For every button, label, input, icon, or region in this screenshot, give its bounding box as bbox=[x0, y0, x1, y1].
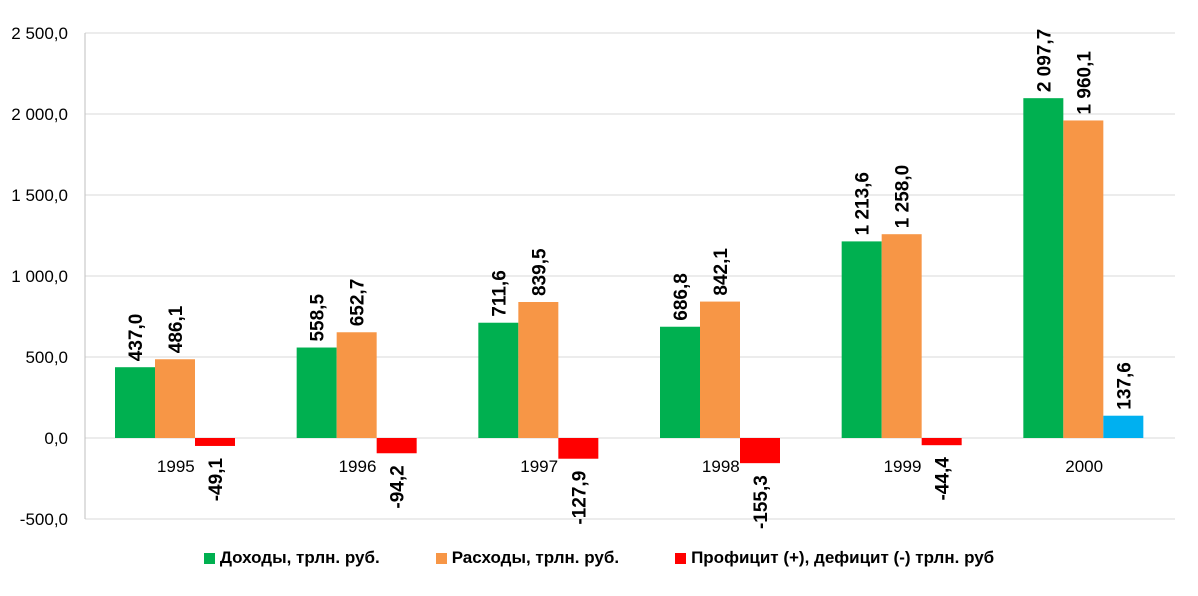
legend-swatch bbox=[675, 552, 687, 564]
bar bbox=[1103, 415, 1144, 438]
data-label: 1 258,0 bbox=[893, 165, 914, 228]
legend-item-expenses: Расходы, трлн. руб. bbox=[435, 548, 620, 568]
bar bbox=[155, 359, 195, 438]
x-tick-label: 2000 bbox=[1065, 457, 1103, 476]
data-label: 137,6 bbox=[1114, 362, 1135, 410]
legend-swatch bbox=[435, 552, 447, 564]
data-label: 686,8 bbox=[671, 273, 692, 321]
bar bbox=[115, 367, 155, 438]
legend-label: Доходы, трлн. руб. bbox=[219, 548, 380, 567]
bar bbox=[478, 322, 519, 438]
y-tick-label: 2 500,0 bbox=[11, 24, 68, 43]
bar bbox=[558, 438, 599, 459]
data-label: 437,0 bbox=[126, 314, 147, 362]
y-tick-label: -500,0 bbox=[20, 510, 68, 529]
bar bbox=[336, 332, 377, 438]
bar bbox=[700, 301, 740, 438]
x-tick-label: 1997 bbox=[520, 457, 558, 476]
bar bbox=[881, 234, 922, 438]
y-tick-label: 0,0 bbox=[44, 429, 68, 448]
legend-label: Расходы, трлн. руб. bbox=[451, 548, 620, 567]
data-label: -49,1 bbox=[206, 458, 227, 502]
legend-item-balance: Профицит (+), дефицит (-) трлн. руб bbox=[675, 548, 994, 568]
bar bbox=[1063, 120, 1104, 438]
data-label: -44,4 bbox=[933, 457, 954, 501]
data-label: -127,9 bbox=[569, 471, 590, 525]
data-label: 839,5 bbox=[529, 248, 550, 296]
bar bbox=[296, 347, 337, 438]
data-label: 486,1 bbox=[166, 305, 187, 353]
data-label: 711,6 bbox=[489, 270, 510, 317]
data-label: 558,5 bbox=[308, 294, 329, 342]
legend: Доходы, трлн. руб. Расходы, трлн. руб. П… bbox=[0, 548, 1198, 568]
data-label: 1 960,1 bbox=[1074, 51, 1095, 115]
legend-swatch bbox=[203, 552, 215, 564]
bar bbox=[376, 438, 417, 454]
legend-item-income: Доходы, трлн. руб. bbox=[203, 548, 380, 568]
y-tick-label: 500,0 bbox=[25, 348, 68, 367]
bar bbox=[841, 241, 882, 438]
data-label: -94,2 bbox=[388, 465, 409, 508]
x-tick-label: 1995 bbox=[157, 457, 195, 476]
bar bbox=[1023, 98, 1064, 438]
bar bbox=[660, 326, 700, 438]
data-label: 842,1 bbox=[711, 248, 732, 296]
data-label: 2 097,7 bbox=[1034, 29, 1055, 92]
bar bbox=[921, 438, 962, 446]
bar bbox=[195, 438, 235, 446]
x-tick-label: 1996 bbox=[339, 457, 377, 476]
y-tick-label: 1 000,0 bbox=[11, 267, 68, 286]
data-label: 652,7 bbox=[348, 279, 369, 327]
y-tick-label: 2 000,0 bbox=[11, 105, 68, 124]
bar bbox=[740, 438, 780, 464]
data-label: -155,3 bbox=[751, 475, 772, 529]
y-tick-label: 1 500,0 bbox=[11, 186, 68, 205]
x-tick-label: 1999 bbox=[884, 457, 922, 476]
bar bbox=[518, 302, 559, 438]
legend-label: Профицит (+), дефицит (-) трлн. руб bbox=[691, 548, 995, 567]
x-tick-label: 1998 bbox=[702, 457, 740, 476]
data-label: 1 213,6 bbox=[853, 172, 874, 235]
